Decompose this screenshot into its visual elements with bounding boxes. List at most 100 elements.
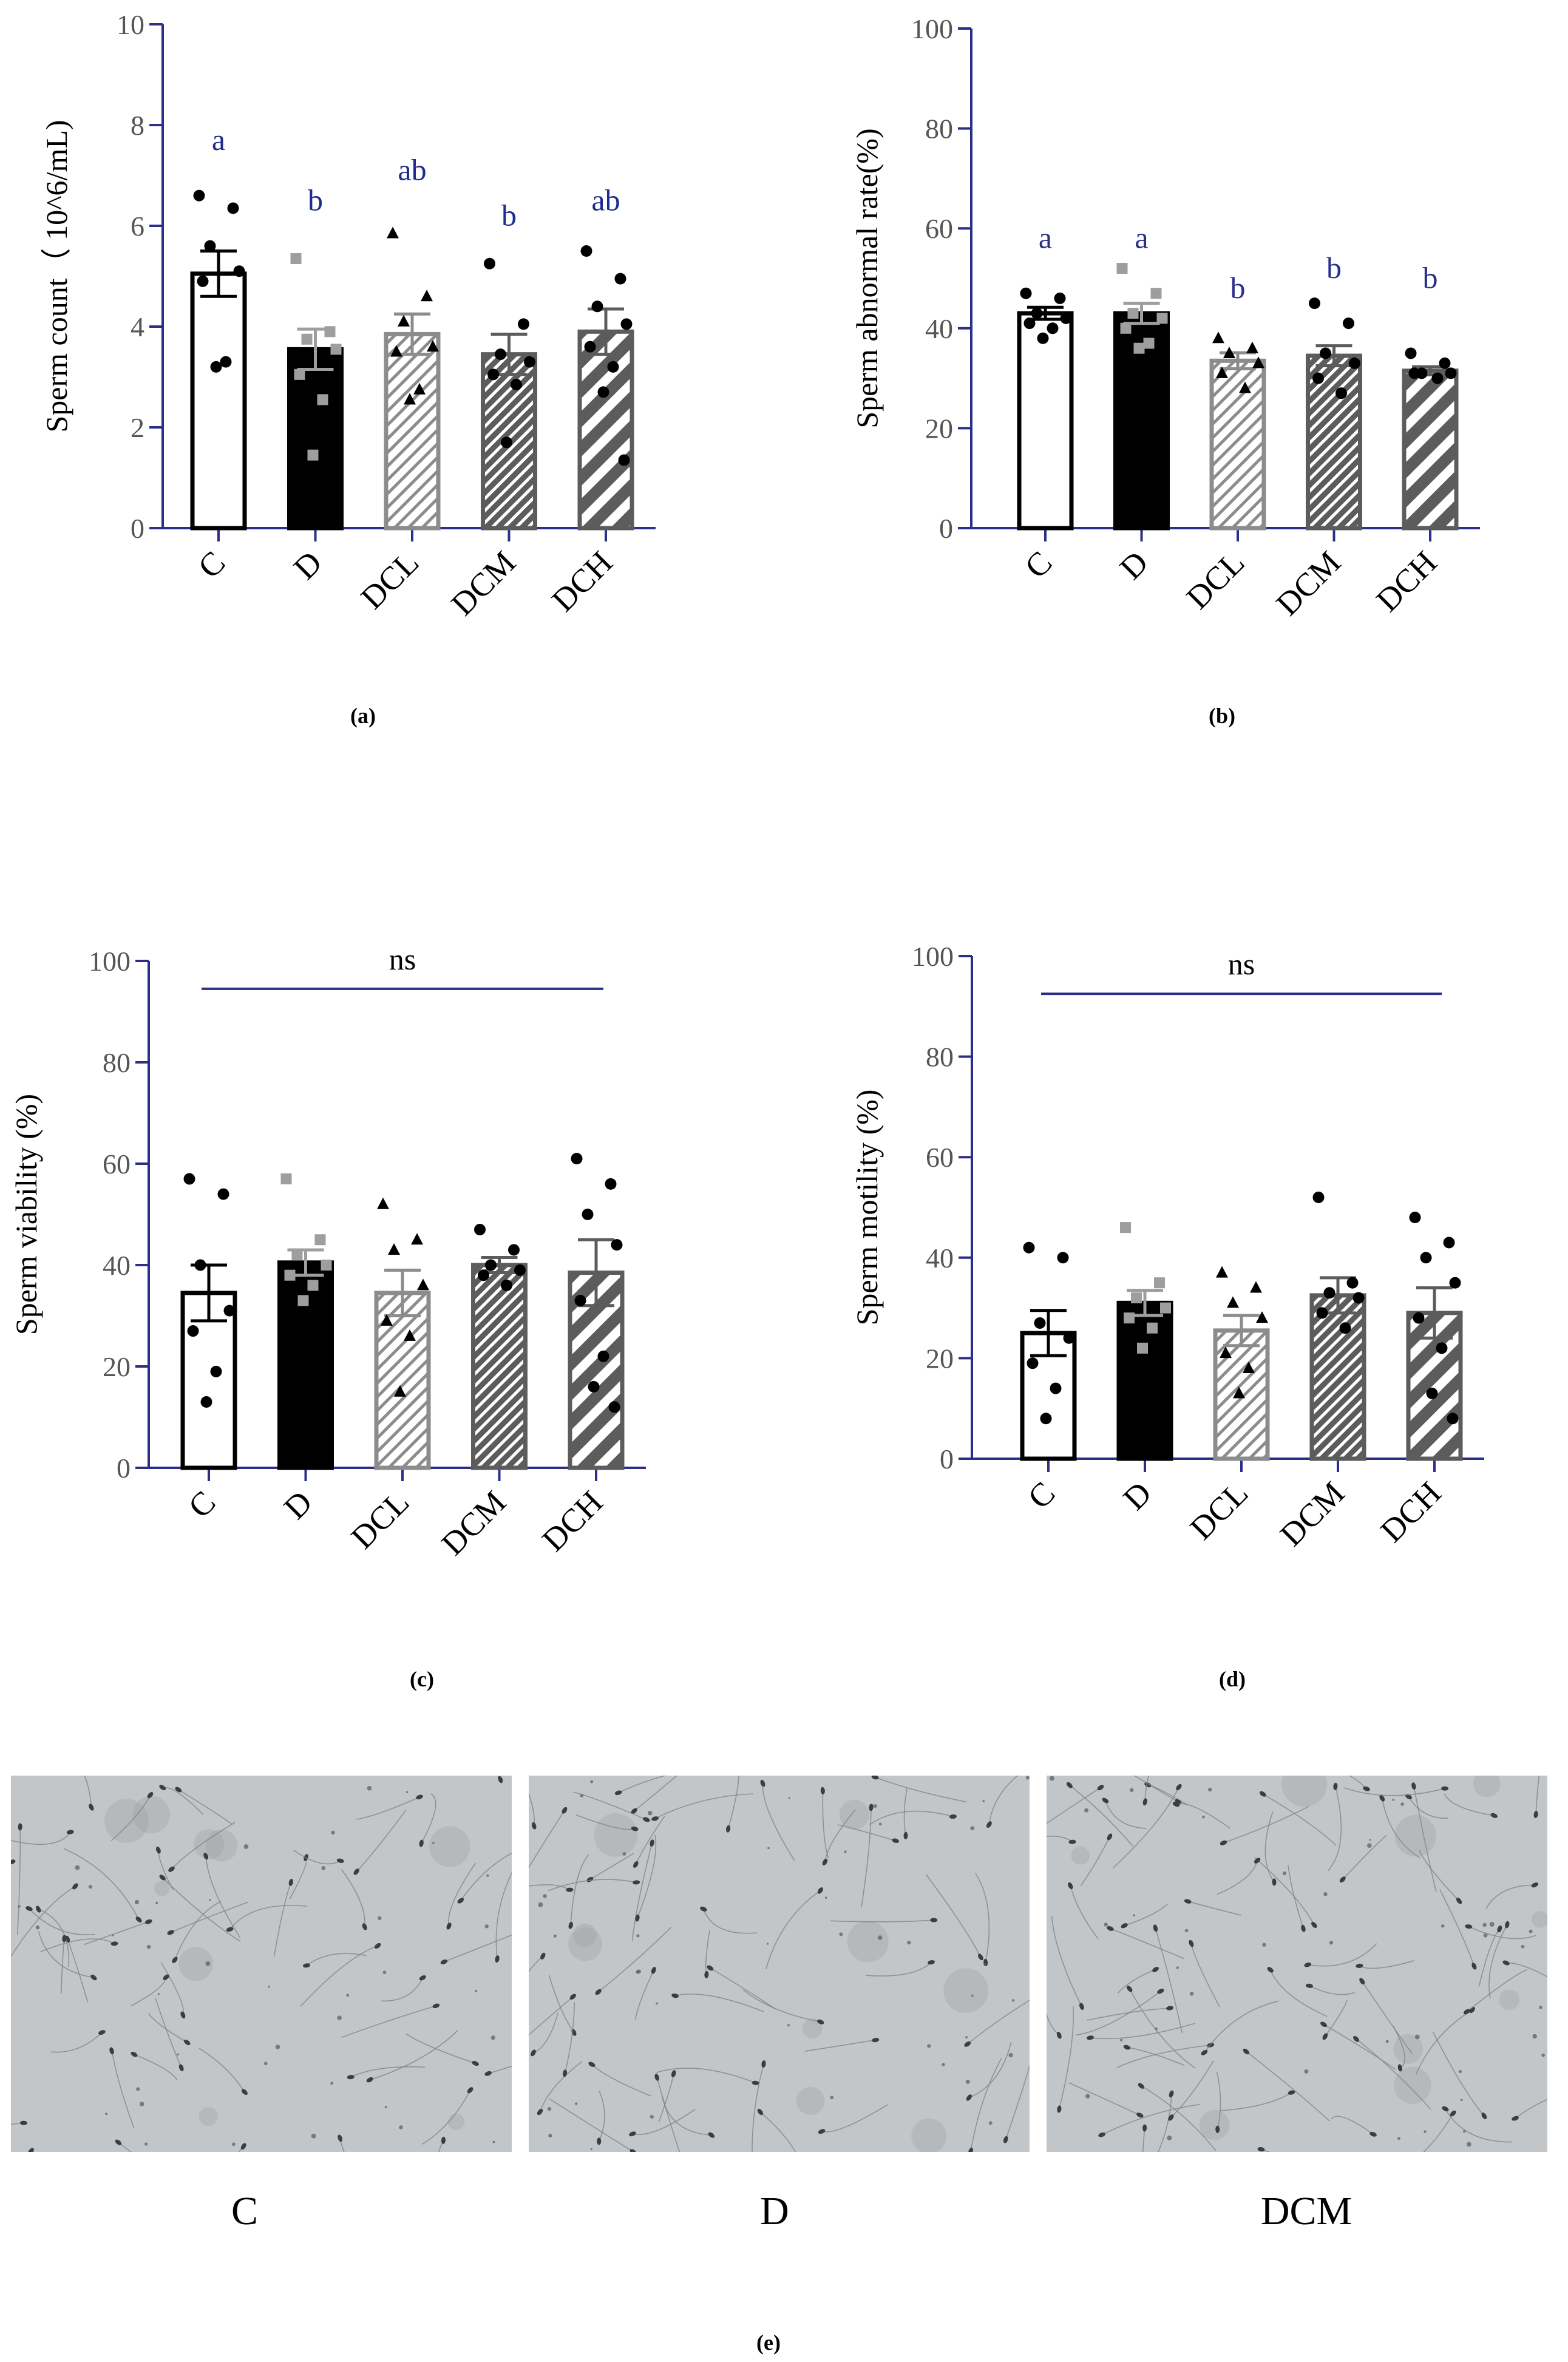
debris-dot	[1084, 1808, 1089, 1813]
micrograph-blur-spot	[154, 1881, 170, 1896]
sperm-head	[109, 2047, 114, 2055]
sperm-head	[629, 2131, 636, 2137]
sperm-tail	[199, 2048, 245, 2092]
debris-dot	[1133, 1914, 1136, 1916]
sperm-head	[167, 1930, 174, 1935]
sperm-head	[671, 2070, 676, 2077]
data-point	[1063, 1332, 1075, 1344]
sperm-head	[1102, 1797, 1109, 1804]
sperm-tail	[631, 1842, 653, 1942]
debris-dot	[1011, 1999, 1015, 2002]
debris-dot	[321, 1866, 326, 1870]
sperm-tail	[1144, 1776, 1149, 1802]
data-point	[1436, 1342, 1448, 1354]
sperm-tail	[178, 1789, 233, 1825]
sperm-head	[1003, 2136, 1008, 2143]
data-point	[291, 1249, 303, 1261]
sperm-head	[1531, 1882, 1538, 1888]
sperm-tail	[710, 1967, 776, 2010]
debris-dot	[243, 1844, 249, 1849]
sperm-tail	[969, 2041, 1012, 2099]
micrograph-blur-spot	[573, 1923, 597, 1947]
sperm-head	[1272, 1878, 1277, 1886]
x-tick-label: C	[182, 1484, 223, 1525]
x-tick-label: C	[1021, 1475, 1062, 1516]
sperm-head	[1320, 2021, 1327, 2028]
debris-dot	[1049, 1776, 1054, 1781]
sperm-head	[595, 1989, 602, 1995]
micrograph-label-d: D	[760, 2189, 789, 2233]
error-bar-c	[1030, 1309, 1067, 1357]
micrograph-blur-spot	[839, 1799, 869, 1830]
sperm-head	[241, 2089, 248, 2096]
significance-letter: ab	[591, 183, 620, 217]
debris-dot	[907, 1941, 911, 1945]
sperm-head	[36, 1906, 41, 1913]
sperm-head	[1505, 1921, 1510, 1929]
sperm-tail	[1069, 1785, 1134, 1847]
sperm-head	[115, 2139, 122, 2145]
sperm-tail	[865, 1962, 932, 1977]
micrograph-d	[529, 1776, 1030, 2152]
sperm-tail	[1445, 2108, 1513, 2143]
debris-dot	[1424, 2130, 1427, 2133]
error-bar-dch	[1416, 1286, 1453, 1340]
data-point	[1027, 1357, 1039, 1369]
debris-dot	[134, 1899, 140, 1905]
sperm-head	[374, 1943, 381, 1949]
sperm-head	[1497, 1925, 1502, 1933]
y-tick-label: 100	[912, 941, 954, 972]
sperm-tail	[1506, 1962, 1547, 1978]
micrograph-blur-spot	[1199, 2109, 1230, 2140]
sperm-head	[588, 2062, 596, 2067]
x-tick-label: D	[1113, 544, 1155, 586]
bar-c	[1020, 1331, 1077, 1461]
data-point	[1227, 1296, 1239, 1308]
debris-dot	[1208, 1788, 1212, 1792]
sperm-tail	[1087, 2007, 1170, 2021]
y-tick-label: 40	[103, 1250, 131, 1281]
data-point	[330, 344, 342, 355]
data-point	[1147, 1322, 1158, 1334]
data-point	[404, 1329, 416, 1341]
sperm-tail	[988, 1776, 1019, 1825]
debris-dot	[1366, 1843, 1372, 1848]
debris-dot	[1462, 2130, 1466, 2133]
sperm-head	[1121, 1923, 1128, 1929]
sperm-tail	[1204, 2000, 1279, 2053]
data-point	[290, 253, 302, 264]
y-tick-label: 2	[131, 412, 144, 443]
sperm-head	[1215, 2125, 1220, 2133]
sperm-tail	[656, 2077, 680, 2152]
y-tick-label: 6	[131, 211, 144, 242]
y-tick-label: 0	[117, 1453, 131, 1484]
micrograph-blur-spot	[1071, 1846, 1090, 1865]
sperm-head	[175, 1787, 182, 1793]
sperm-head	[1301, 1924, 1306, 1932]
sperm-tail	[84, 1921, 149, 1946]
sperm-tail	[300, 1945, 378, 2007]
sperm-head	[818, 2129, 826, 2134]
data-point	[611, 1239, 623, 1251]
micrograph-blur-spot	[802, 2018, 823, 2038]
data-point	[1131, 1292, 1142, 1304]
sperm-tail	[306, 1953, 367, 1966]
sperm-tail	[1343, 1787, 1445, 1796]
sperm-head	[1288, 2090, 1295, 2095]
sperm-head	[708, 2132, 715, 2138]
sperm-head	[651, 1816, 659, 1821]
data-point	[487, 368, 499, 381]
sperm-tail	[869, 1810, 954, 1825]
sperm-tail	[635, 1815, 665, 1865]
sperm-tail	[759, 2111, 796, 2152]
sperm-tail	[38, 1909, 70, 1967]
sperm-head	[1311, 1921, 1317, 1929]
sperm-tail	[1155, 1928, 1183, 2033]
sperm-head	[144, 1919, 152, 1924]
sperm-head	[156, 1846, 161, 1854]
sperm-tail	[1047, 1787, 1101, 1824]
sperm-head	[1306, 1983, 1314, 1988]
debris-dot	[547, 2106, 552, 2111]
y-tick-label: 20	[925, 413, 953, 444]
sperm-tail	[654, 1793, 753, 1819]
